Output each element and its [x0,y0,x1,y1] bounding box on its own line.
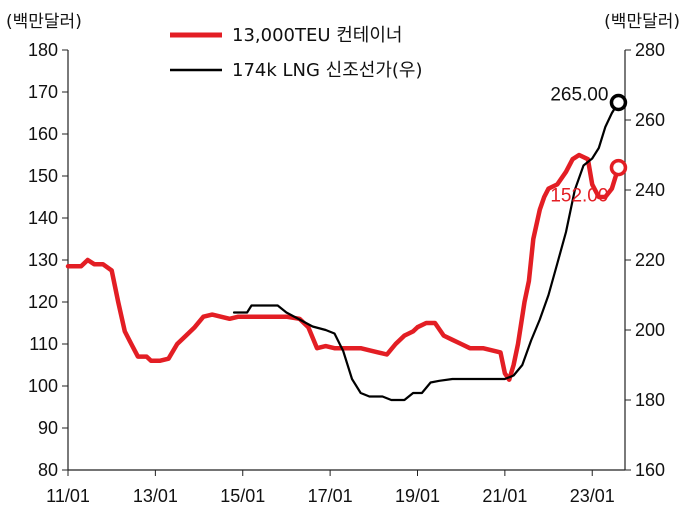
left-tick-label: 100 [28,376,58,396]
right-tick-label: 280 [635,40,665,60]
x-tick-label: 17/01 [308,486,353,506]
value-label-lng: 265.00 [550,85,608,106]
left-tick-label: 160 [28,124,58,144]
right-tick-label: 260 [635,110,665,130]
right-tick-label: 240 [635,180,665,200]
right-tick-label: 160 [635,460,665,480]
x-axis-ticks: 11/01 13/01 15/01 17/01 19/01 21/01 23/01 [46,470,615,506]
series-layer [65,101,621,402]
right-tick-label: 220 [635,250,665,270]
annotation-layer: 265.00 152.00 [550,85,628,207]
value-label-container: 152.00 [550,186,608,207]
left-axis-ticks: 180 170 160 150 140 130 120 110 100 90 80 [28,40,68,480]
legend-label-lng: 174k LNG 신조선가(우) [232,60,423,81]
x-tick-label: 19/01 [395,486,440,506]
end-marker-container [609,158,628,177]
left-tick-label: 170 [28,82,58,102]
legend: 13,000TEU 컨테이너 174k LNG 신조선가(우) [170,25,423,81]
left-tick-label: 90 [38,418,58,438]
left-tick-label: 140 [28,208,58,228]
x-tick-label: 15/01 [220,486,265,506]
end-marker-lng [609,93,628,112]
legend-label-container: 13,000TEU 컨테이너 [232,25,403,46]
left-axis-unit-label: (백만달러) [6,12,82,32]
right-axis-ticks: 280 260 240 220 200 180 160 [625,40,665,480]
left-tick-label: 110 [29,334,58,354]
x-tick-label: 13/01 [133,486,178,506]
left-tick-label: 80 [38,460,58,480]
left-tick-label: 120 [28,292,58,312]
series-line-lng [232,101,620,402]
x-tick-label: 11/01 [46,486,90,506]
x-tick-label: 23/01 [570,486,615,506]
left-tick-label: 150 [28,166,58,186]
x-tick-label: 21/01 [482,486,527,506]
right-tick-label: 180 [635,390,665,410]
left-tick-label: 130 [28,250,58,270]
right-axis-unit-label: (백만달러) [604,12,680,32]
left-tick-label: 180 [28,40,58,60]
series-line-container [65,152,621,382]
right-tick-label: 200 [635,320,665,340]
